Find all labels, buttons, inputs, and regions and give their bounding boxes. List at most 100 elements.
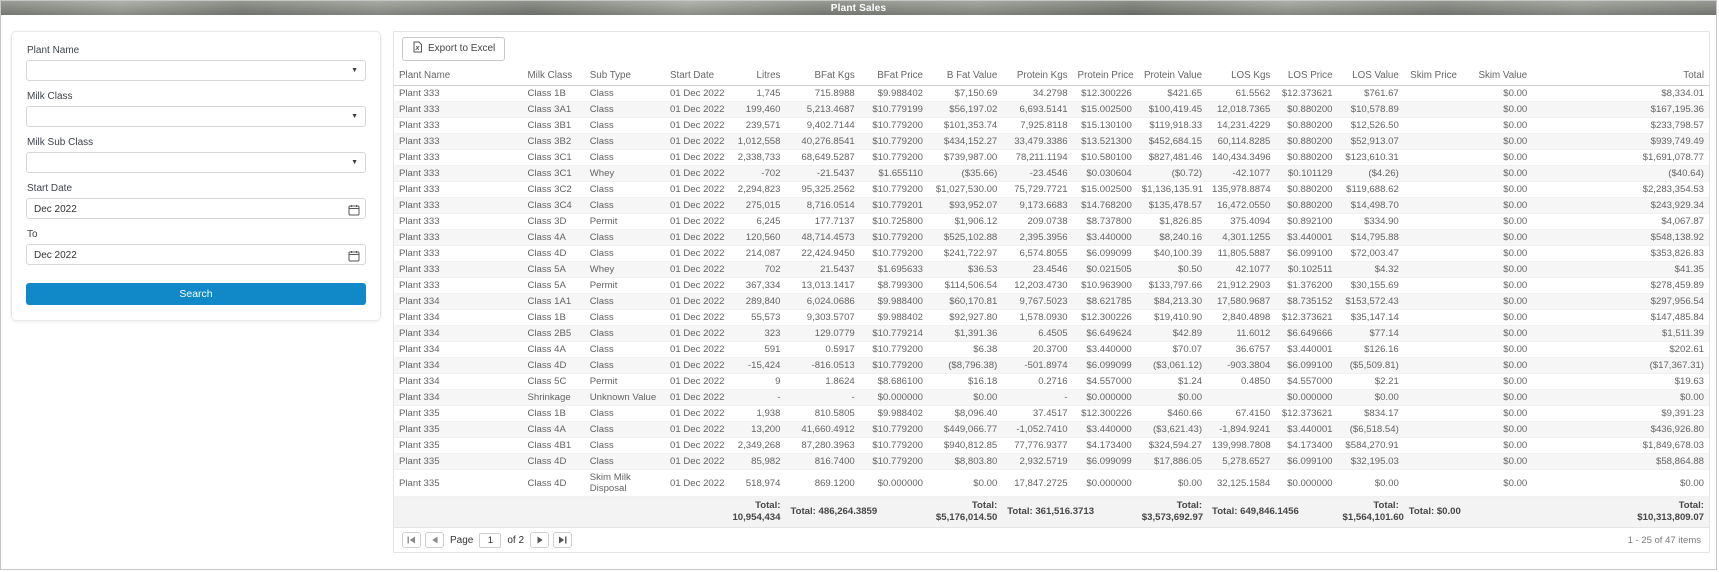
plant-name-label: Plant Name bbox=[27, 45, 80, 56]
start-date-input[interactable] bbox=[27, 200, 341, 219]
table-row: Plant 334 Class 4D Class 01 Dec 2022 -15,424… bbox=[394, 357, 1709, 374]
pager-prev-button[interactable] bbox=[425, 532, 444, 548]
column-header-start-date[interactable]: Start Date bbox=[665, 66, 728, 86]
footer-total-cell bbox=[665, 496, 728, 527]
export-to-excel-label: Export to Excel bbox=[428, 43, 496, 54]
pager-items-count: 1 - 25 of 47 items bbox=[1627, 534, 1701, 546]
table-row: Plant 333 Class 3C1 Whey 01 Dec 2022 -702 -21… bbox=[394, 165, 1709, 182]
start-date-field bbox=[26, 198, 366, 219]
table-row: Plant 335 Class 4B1 Class 01 Dec 2022 2,349,… bbox=[394, 437, 1709, 454]
milk-sub-class-dropdown[interactable]: ▼ bbox=[26, 152, 366, 173]
footer-total-cell: Total: 361,516.3713 bbox=[1002, 496, 1094, 527]
table-row: Plant 333 Class 5A Permit 01 Dec 2022 367,33… bbox=[394, 277, 1709, 294]
calendar-icon[interactable] bbox=[348, 249, 360, 267]
table-row: Plant 334 Class 4A Class 01 Dec 2022 591 0.59… bbox=[394, 341, 1709, 358]
footer-total-cell bbox=[1072, 496, 1137, 527]
footer-total-cell bbox=[522, 496, 585, 527]
svg-text:x: x bbox=[414, 43, 420, 52]
table-row: Plant 334 Shrinkage Unknown Value 01 Dec 20… bbox=[394, 389, 1709, 406]
footer-total-cell: Total: $0.00 bbox=[1403, 496, 1462, 527]
table-row: Plant 335 Class 4A Class 01 Dec 2022 13,200 4… bbox=[394, 421, 1709, 438]
column-header-skim-price[interactable]: Skim Price bbox=[1403, 66, 1462, 86]
table-row: Plant 333 Class 3D Permit 01 Dec 2022 6,245 1… bbox=[394, 213, 1709, 230]
pager-last-button[interactable] bbox=[553, 532, 573, 548]
plant-name-dropdown[interactable]: ▼ bbox=[26, 60, 366, 81]
milk-class-dropdown[interactable]: ▼ bbox=[26, 106, 366, 127]
search-button[interactable]: Search bbox=[26, 283, 366, 305]
column-header-protein-kgs[interactable]: Protein Kgs bbox=[1002, 66, 1073, 86]
plant-sales-table: Plant Name Milk Class Sub Type Start Date Li… bbox=[394, 66, 1709, 527]
footer-total-cell: Total: $5,176,014.50 bbox=[928, 496, 1003, 527]
column-header-bfat-price[interactable]: BFat Price bbox=[859, 66, 928, 86]
column-header-bfat-kgs[interactable]: BFat Kgs bbox=[785, 66, 860, 86]
page-title: Plant Sales bbox=[830, 2, 887, 14]
table-row: Plant 333 Class 4A Class 01 Dec 2022 120,560… bbox=[394, 229, 1709, 246]
excel-file-icon: x bbox=[412, 41, 423, 56]
table-row: Plant 333 Class 3B2 Class 01 Dec 2022 1,012,… bbox=[394, 133, 1709, 150]
table-row: Plant 333 Class 5A Whey 01 Dec 2022 702 21.54… bbox=[394, 261, 1709, 278]
start-date-label: Start Date bbox=[27, 183, 73, 194]
table-header-row: Plant Name Milk Class Sub Type Start Date Li… bbox=[394, 66, 1709, 86]
table-row: Plant 334 Class 1B Class 01 Dec 2022 55,573 9… bbox=[394, 309, 1709, 326]
milk-sub-class-label: Milk Sub Class bbox=[27, 137, 94, 148]
export-to-excel-button[interactable]: x Export to Excel bbox=[402, 37, 506, 61]
table-row: Plant 333 Class 3C4 Class 01 Dec 2022 275,01… bbox=[394, 197, 1709, 214]
table-row: Plant 334 Class 1A1 Class 01 Dec 2022 289,84… bbox=[394, 293, 1709, 310]
chevron-down-icon: ▼ bbox=[351, 113, 358, 120]
column-header-milk-class[interactable]: Milk Class bbox=[522, 66, 585, 86]
last-page-icon bbox=[559, 536, 567, 544]
footer-total-cell bbox=[584, 496, 666, 527]
column-header-b-fat-value[interactable]: B Fat Value bbox=[928, 66, 1003, 86]
column-header-los-price[interactable]: LOS Price bbox=[1275, 66, 1338, 86]
milk-class-label: Milk Class bbox=[27, 91, 73, 102]
column-header-protein-price[interactable]: Protein Price bbox=[1072, 66, 1137, 86]
table-row: Plant 334 Class 5C Permit 01 Dec 2022 9 1.862… bbox=[394, 373, 1709, 390]
first-page-icon bbox=[407, 536, 415, 544]
footer-total-cell: Total: 649,846.1456 bbox=[1207, 496, 1299, 527]
table-row: Plant 333 Class 3C2 Class 01 Dec 2022 2,294,… bbox=[394, 181, 1709, 198]
to-date-label: To bbox=[27, 229, 38, 240]
column-header-total[interactable]: Total bbox=[1532, 66, 1709, 86]
filter-panel: Plant Name ▼ Milk Class ▼ Milk Sub Class… bbox=[11, 31, 381, 321]
plant-sales-grid: x Export to Excel Plant Name Milk Class Su… bbox=[393, 31, 1710, 553]
app-header: Plant Sales bbox=[1, 1, 1716, 15]
pager-page-label: Page bbox=[450, 534, 474, 546]
footer-total-cell: Total: $3,573,692.97 bbox=[1136, 496, 1208, 527]
footer-total-cell: Total: $10,313,809.07 bbox=[1532, 496, 1709, 527]
footer-total-cell bbox=[394, 496, 523, 527]
pager-of-label: of 2 bbox=[507, 534, 525, 546]
table-totals-row: Total: 10,954,434 Total: 486,264.3859 Tota… bbox=[394, 496, 1709, 527]
next-page-icon bbox=[537, 536, 543, 544]
table-row: Plant 333 Class 3A1 Class 01 Dec 2022 199,46… bbox=[394, 101, 1709, 118]
table-row: Plant 335 Class 4D Skim Milk Disposal 01 De… bbox=[394, 469, 1709, 497]
column-header-litres[interactable]: Litres bbox=[727, 66, 786, 86]
pager-page-input[interactable] bbox=[479, 532, 502, 548]
table-row: Plant 335 Class 4D Class 01 Dec 2022 85,982 8… bbox=[394, 453, 1709, 470]
to-date-input[interactable] bbox=[27, 246, 341, 265]
table-row: Plant 333 Class 3B1 Class 01 Dec 2022 239,57… bbox=[394, 117, 1709, 134]
footer-total-cell bbox=[1462, 496, 1533, 527]
column-header-skim-value[interactable]: Skim Value bbox=[1462, 66, 1533, 86]
footer-total-cell: Total: $1,564,101.60 bbox=[1337, 496, 1404, 527]
column-header-sub-type[interactable]: Sub Type bbox=[584, 66, 666, 86]
table-row: Plant 333 Class 4D Class 01 Dec 2022 214,087… bbox=[394, 245, 1709, 262]
to-date-field bbox=[26, 244, 366, 265]
pager-next-button[interactable] bbox=[530, 532, 550, 548]
table-row: Plant 333 Class 3C1 Class 01 Dec 2022 2,338,… bbox=[394, 149, 1709, 166]
column-header-protein-value[interactable]: Protein Value bbox=[1136, 66, 1208, 86]
calendar-icon[interactable] bbox=[348, 203, 360, 221]
column-header-los-value[interactable]: LOS Value bbox=[1337, 66, 1404, 86]
previous-page-icon bbox=[431, 536, 437, 544]
footer-total-cell bbox=[1275, 496, 1338, 527]
pager: Page of 2 1 - 25 of 47 items bbox=[394, 527, 1709, 552]
column-header-los-kgs[interactable]: LOS Kgs bbox=[1207, 66, 1276, 86]
table-row: Plant 334 Class 2B5 Class 01 Dec 2022 323 129… bbox=[394, 325, 1709, 342]
footer-total-cell bbox=[859, 496, 928, 527]
footer-total-cell: Total: 486,264.3859 bbox=[785, 496, 877, 527]
footer-total-cell: Total: 10,954,434 bbox=[727, 496, 786, 527]
grid-toolbar: x Export to Excel bbox=[394, 32, 1709, 66]
pager-first-button[interactable] bbox=[402, 532, 421, 548]
column-header-plant-name[interactable]: Plant Name bbox=[394, 66, 523, 86]
chevron-down-icon: ▼ bbox=[351, 159, 358, 166]
